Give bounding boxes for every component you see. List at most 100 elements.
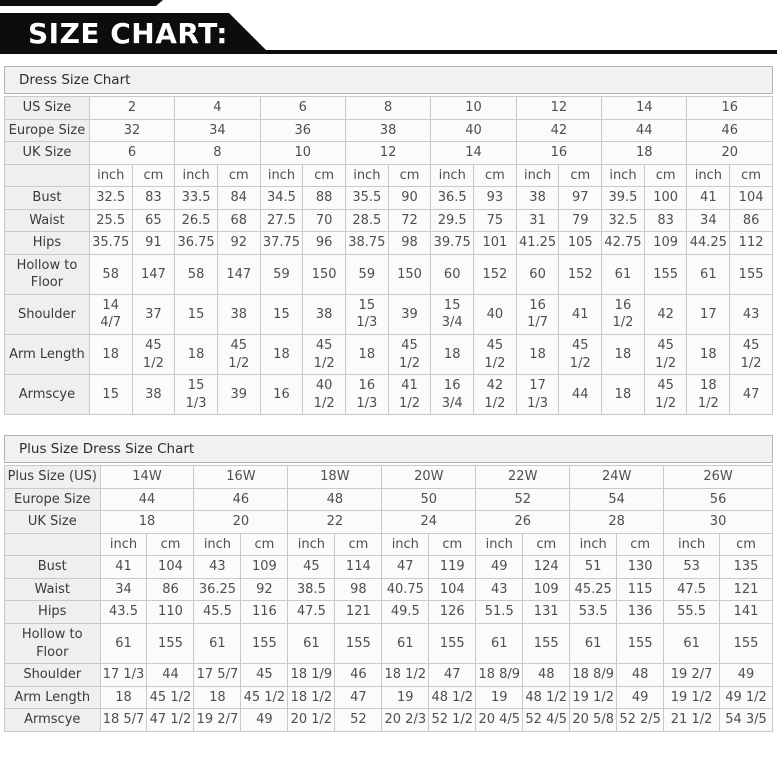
- value-cell: 34: [686, 208, 731, 233]
- value-cell: 43: [475, 577, 524, 602]
- value-cell: 47 1/2: [146, 708, 195, 732]
- value-cell: 43: [193, 555, 242, 579]
- value-cell: 84: [216, 186, 261, 210]
- row-label: Armscye: [4, 708, 101, 732]
- size-cell: 44: [601, 118, 688, 143]
- unit-cell-cm: cm: [131, 163, 176, 188]
- value-cell: 155: [334, 623, 383, 665]
- value-cell: 20 1/2: [287, 708, 336, 732]
- value-cell: 83: [643, 208, 688, 233]
- banner-shape: SIZE CHART:: [0, 13, 270, 54]
- unit-cell-inch: inch: [475, 532, 524, 557]
- value-cell: 38.75: [344, 231, 389, 255]
- value-cell: 18: [174, 334, 218, 376]
- value-cell: 36.75: [174, 231, 218, 255]
- row-label: UK Size: [4, 141, 90, 165]
- size-cell: 10: [430, 96, 517, 120]
- value-cell: 19 1/2: [663, 685, 721, 710]
- value-cell: 19 2/7: [663, 663, 721, 687]
- value-cell: 49: [719, 663, 773, 687]
- value-cell: 52 2/5: [616, 708, 665, 732]
- value-cell: 34: [99, 577, 148, 602]
- value-cell: 61: [287, 623, 336, 665]
- row-label: Waist: [4, 208, 90, 233]
- size-cell: 46: [686, 118, 773, 143]
- value-cell: 150: [302, 253, 346, 295]
- value-cell: 45: [240, 663, 289, 687]
- value-cell: 26.5: [174, 208, 218, 233]
- value-cell: 37.75: [259, 231, 304, 255]
- value-cell: 41.25: [515, 231, 560, 255]
- size-cell: 16W: [193, 465, 289, 489]
- size-cell: 24W: [569, 465, 665, 489]
- size-cell: 20: [193, 510, 289, 534]
- value-cell: 20 5/8: [569, 708, 618, 732]
- value-cell: 155: [146, 623, 195, 665]
- top-strip-decoration: [0, 0, 163, 6]
- measure-row: Shoulder 14 4/7 37 15 38 15 38 15 1/3 39 15 3/4 40…: [4, 293, 773, 336]
- size-cell: 50: [381, 487, 477, 512]
- value-cell: 53.5: [569, 600, 618, 625]
- header-banner: SIZE CHART:: [0, 0, 777, 54]
- value-cell: 39.75: [430, 231, 475, 255]
- row-label: UK Size: [4, 510, 101, 534]
- value-cell: 61: [99, 623, 148, 665]
- measure-row: Waist 25.5 65 26.5 68 27.5 70 28.5 72 29.5 75 31 79 3…: [4, 208, 773, 233]
- value-cell: 19: [381, 685, 430, 710]
- unit-cell-cm: cm: [616, 532, 665, 557]
- value-cell: 155: [643, 253, 688, 295]
- size-cell: 18W: [287, 465, 383, 489]
- banner-underline: [0, 50, 777, 54]
- size-cell: 14: [601, 96, 688, 120]
- tables-container: Dress Size Chart US Size 2 4 6 8 10 12 14 16 Euro…: [0, 66, 777, 732]
- unit-cell-cm: cm: [558, 163, 603, 188]
- value-cell: 47: [334, 685, 383, 710]
- unit-cell-inch: inch: [663, 532, 721, 557]
- row-label: Shoulder: [4, 663, 101, 687]
- size-cell: 16: [686, 96, 773, 120]
- value-cell: 155: [522, 623, 571, 665]
- unit-cell-inch: inch: [287, 532, 336, 557]
- unit-cell-inch: inch: [381, 532, 430, 557]
- unit-cell-inch: inch: [569, 532, 618, 557]
- value-cell: 44.25: [686, 231, 731, 255]
- size-cell: 42: [515, 118, 603, 143]
- measure-row: Hips 43.5 110 45.5 116 47.5 121 49.5 126 51.5 131 5…: [4, 600, 773, 625]
- unit-cell-inch: inch: [344, 163, 389, 188]
- value-cell: 92: [216, 231, 261, 255]
- value-cell: 60: [430, 253, 475, 295]
- row-label: Hollow to Floor: [4, 623, 101, 665]
- measure-row: Armscye 18 5/7 47 1/2 19 2/7 49 20 1/2 52 20 2/…: [4, 708, 773, 732]
- value-cell: 104: [428, 577, 477, 602]
- size-row: Europe Size 44 46 48 50 52 54 56: [4, 487, 773, 512]
- size-cell: 12: [344, 141, 432, 165]
- value-cell: 104: [146, 555, 195, 579]
- value-cell: 124: [522, 555, 571, 579]
- value-cell: 100: [643, 186, 688, 210]
- value-cell: 47: [428, 663, 477, 687]
- row-label: Waist: [4, 577, 101, 602]
- unit-cell-inch: inch: [601, 163, 645, 188]
- value-cell: 131: [522, 600, 571, 625]
- value-cell: 27.5: [259, 208, 304, 233]
- value-cell: 18 1/2: [287, 685, 336, 710]
- value-cell: 152: [558, 253, 603, 295]
- unit-cell-cm: cm: [473, 163, 517, 188]
- dress-size-chart-table-holder: US Size 2 4 6 8 10 12 14 16 Europe Size 32 34 36 38 40…: [4, 96, 773, 416]
- value-cell: 119: [428, 555, 477, 579]
- unit-cell-cm: cm: [334, 532, 383, 557]
- unit-cell-cm: cm: [729, 163, 773, 188]
- value-cell: 52 1/2: [428, 708, 477, 732]
- size-cell: 6: [259, 96, 346, 120]
- value-cell: 15 1/3: [174, 374, 218, 416]
- value-cell: 45 1/2: [216, 334, 261, 376]
- value-cell: 39.5: [601, 186, 645, 210]
- value-cell: 86: [146, 577, 195, 602]
- size-cell: 4: [174, 96, 261, 120]
- value-cell: 40: [473, 293, 517, 336]
- value-cell: 97: [558, 186, 603, 210]
- value-cell: 15 1/3: [344, 293, 389, 336]
- unit-row: inch cm inch cm inch cm inch cm inch cm inch cm inch…: [4, 163, 773, 188]
- value-cell: 18: [430, 334, 475, 376]
